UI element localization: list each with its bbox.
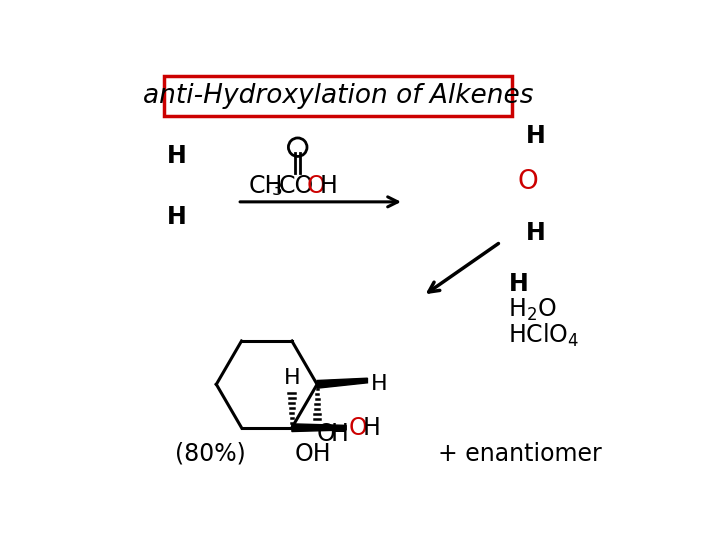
FancyBboxPatch shape — [163, 76, 513, 117]
Text: H: H — [362, 416, 380, 440]
Text: H: H — [167, 144, 186, 167]
Text: CO: CO — [279, 174, 314, 198]
Text: CH: CH — [249, 174, 283, 198]
Text: O: O — [518, 169, 539, 195]
Polygon shape — [317, 378, 367, 388]
Text: H$_2$O: H$_2$O — [508, 296, 557, 323]
Text: H: H — [526, 221, 546, 245]
Text: H: H — [284, 368, 300, 388]
Text: 3: 3 — [272, 180, 283, 199]
Polygon shape — [292, 424, 346, 431]
Text: OH: OH — [295, 442, 331, 465]
Text: O: O — [348, 416, 367, 440]
Text: O: O — [317, 422, 336, 447]
Text: H: H — [331, 422, 349, 447]
Text: HClO$_4$: HClO$_4$ — [508, 322, 580, 349]
Text: H: H — [371, 374, 387, 394]
Text: O: O — [306, 174, 325, 198]
Text: H: H — [508, 272, 528, 296]
Text: + enantiomer: + enantiomer — [438, 442, 602, 465]
Text: (80%): (80%) — [175, 442, 246, 465]
Text: H: H — [526, 124, 546, 147]
Text: anti-Hydroxylation of Alkenes: anti-Hydroxylation of Alkenes — [143, 83, 534, 110]
Text: H: H — [167, 205, 186, 229]
Text: H: H — [320, 174, 337, 198]
